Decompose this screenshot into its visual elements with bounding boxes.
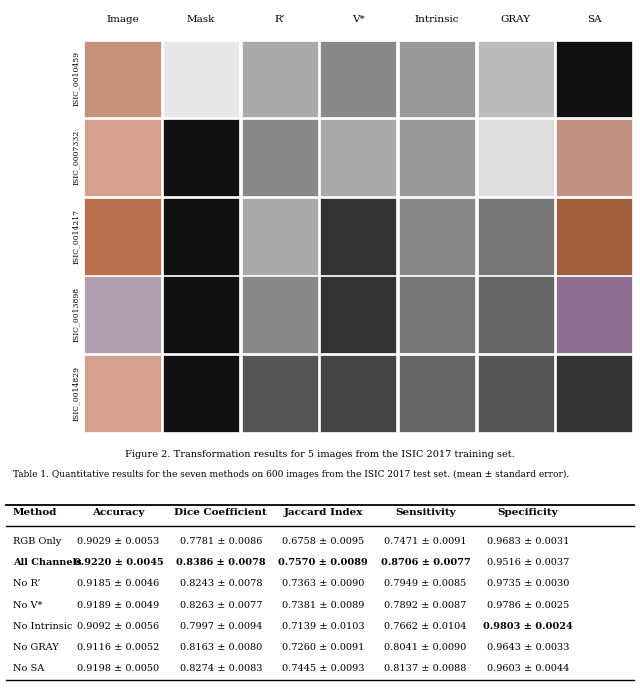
Bar	[84, 355, 161, 432]
Text: 0.7445 ± 0.0093: 0.7445 ± 0.0093	[282, 664, 364, 673]
Bar	[321, 355, 396, 432]
Text: Mask: Mask	[187, 15, 215, 24]
Bar	[477, 355, 554, 432]
Text: ISIC_0010459: ISIC_0010459	[72, 51, 80, 106]
Bar	[163, 40, 239, 117]
Bar	[242, 119, 318, 196]
Bar	[321, 40, 396, 117]
Text: Accuracy: Accuracy	[92, 507, 145, 516]
Text: 0.7662 ± 0.0104: 0.7662 ± 0.0104	[385, 621, 467, 630]
Text: 0.7997 ± 0.0094: 0.7997 ± 0.0094	[180, 621, 262, 630]
Bar	[242, 277, 318, 353]
Bar	[556, 197, 632, 275]
Text: 0.7471 ± 0.0091: 0.7471 ± 0.0091	[384, 537, 467, 546]
Text: 0.9029 ± 0.0053: 0.9029 ± 0.0053	[77, 537, 159, 546]
Text: 0.7381 ± 0.0089: 0.7381 ± 0.0089	[282, 600, 364, 610]
Text: Method: Method	[13, 507, 57, 516]
Bar	[399, 197, 475, 275]
Bar	[477, 119, 554, 196]
Text: 0.8263 ± 0.0077: 0.8263 ± 0.0077	[180, 600, 262, 610]
Text: Dice Coefficient: Dice Coefficient	[175, 507, 267, 516]
Bar	[556, 355, 632, 432]
Text: 0.7363 ± 0.0090: 0.7363 ± 0.0090	[282, 580, 364, 589]
Bar	[556, 40, 632, 117]
Text: RGB Only: RGB Only	[13, 537, 61, 546]
Bar	[321, 119, 396, 196]
Bar	[163, 119, 239, 196]
Bar	[84, 40, 161, 117]
Bar	[84, 119, 161, 196]
Bar	[163, 197, 239, 275]
Text: All Channels: All Channels	[13, 558, 81, 567]
Text: 0.9116 ± 0.0052: 0.9116 ± 0.0052	[77, 643, 159, 652]
Text: No R’: No R’	[13, 580, 40, 589]
Text: Jaccard Index: Jaccard Index	[284, 507, 363, 516]
Text: 0.7949 ± 0.0085: 0.7949 ± 0.0085	[385, 580, 467, 589]
Text: 0.9220 ± 0.0045: 0.9220 ± 0.0045	[74, 558, 163, 567]
Bar	[556, 277, 632, 353]
Bar	[399, 355, 475, 432]
Bar	[242, 40, 318, 117]
Text: 0.8274 ± 0.0083: 0.8274 ± 0.0083	[180, 664, 262, 673]
Text: No GRAY: No GRAY	[13, 643, 58, 652]
Text: Sensitivity: Sensitivity	[396, 507, 456, 516]
Bar	[242, 197, 318, 275]
Text: Intrinsic: Intrinsic	[415, 15, 460, 24]
Bar	[163, 277, 239, 353]
Text: Table 1. Quantitative results for the seven methods on 600 images from the ISIC : Table 1. Quantitative results for the se…	[13, 470, 569, 479]
Text: 0.7139 ± 0.0103: 0.7139 ± 0.0103	[282, 621, 365, 630]
Bar	[321, 277, 396, 353]
Text: 0.8041 ± 0.0090: 0.8041 ± 0.0090	[385, 643, 467, 652]
Bar	[242, 355, 318, 432]
Text: 0.8137 ± 0.0088: 0.8137 ± 0.0088	[385, 664, 467, 673]
Bar	[556, 119, 632, 196]
Text: 0.8706 ± 0.0077: 0.8706 ± 0.0077	[381, 558, 470, 567]
Bar	[477, 277, 554, 353]
Text: Specificity: Specificity	[498, 507, 558, 516]
Text: 0.9092 ± 0.0056: 0.9092 ± 0.0056	[77, 621, 159, 630]
Text: No V*: No V*	[13, 600, 42, 610]
Text: 0.9735 ± 0.0030: 0.9735 ± 0.0030	[487, 580, 569, 589]
Bar	[399, 119, 475, 196]
Bar	[84, 197, 161, 275]
Bar	[477, 197, 554, 275]
Text: 0.9803 ± 0.0024: 0.9803 ± 0.0024	[483, 621, 573, 630]
Text: ISIC_0013898: ISIC_0013898	[72, 287, 80, 342]
Bar	[477, 40, 554, 117]
Text: No SA: No SA	[13, 664, 44, 673]
Text: 0.7260 ± 0.0091: 0.7260 ± 0.0091	[282, 643, 364, 652]
Text: 0.8243 ± 0.0078: 0.8243 ± 0.0078	[180, 580, 262, 589]
Text: ISIC_0007332: ISIC_0007332	[72, 130, 80, 185]
Text: 0.9786 ± 0.0025: 0.9786 ± 0.0025	[487, 600, 569, 610]
Text: GRAY: GRAY	[500, 15, 531, 24]
Text: 0.9185 ± 0.0046: 0.9185 ± 0.0046	[77, 580, 159, 589]
Bar	[399, 277, 475, 353]
Text: 0.8163 ± 0.0080: 0.8163 ± 0.0080	[180, 643, 262, 652]
Text: No Intrinsic: No Intrinsic	[13, 621, 72, 630]
Text: Figure 2. Transformation results for 5 images from the ISIC 2017 training set.: Figure 2. Transformation results for 5 i…	[125, 450, 515, 459]
Text: 0.7570 ± 0.0089: 0.7570 ± 0.0089	[278, 558, 368, 567]
Bar	[321, 197, 396, 275]
Text: 0.6758 ± 0.0095: 0.6758 ± 0.0095	[282, 537, 364, 546]
Text: Image: Image	[106, 15, 139, 24]
Text: ISIC_0014217: ISIC_0014217	[72, 208, 80, 263]
Text: 0.7892 ± 0.0087: 0.7892 ± 0.0087	[385, 600, 467, 610]
Bar	[399, 40, 475, 117]
Text: 0.9683 ± 0.0031: 0.9683 ± 0.0031	[487, 537, 569, 546]
Text: SA: SA	[587, 15, 602, 24]
Text: 0.7781 ± 0.0086: 0.7781 ± 0.0086	[180, 537, 262, 546]
Text: ISIC_0014829: ISIC_0014829	[72, 366, 80, 420]
Bar	[84, 277, 161, 353]
Text: 0.9198 ± 0.0050: 0.9198 ± 0.0050	[77, 664, 159, 673]
Text: R’: R’	[275, 15, 285, 24]
Bar	[163, 355, 239, 432]
Text: 0.9643 ± 0.0033: 0.9643 ± 0.0033	[487, 643, 569, 652]
Text: 0.8386 ± 0.0078: 0.8386 ± 0.0078	[176, 558, 266, 567]
Text: 0.9603 ± 0.0044: 0.9603 ± 0.0044	[487, 664, 569, 673]
Text: 0.9516 ± 0.0037: 0.9516 ± 0.0037	[487, 558, 569, 567]
Text: 0.9189 ± 0.0049: 0.9189 ± 0.0049	[77, 600, 159, 610]
Text: V*: V*	[352, 15, 365, 24]
